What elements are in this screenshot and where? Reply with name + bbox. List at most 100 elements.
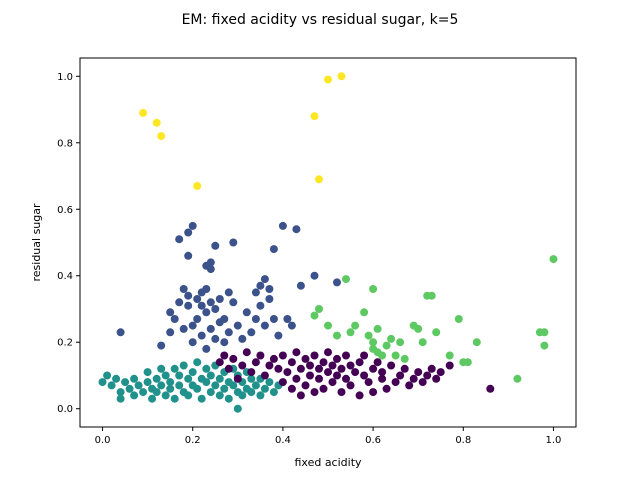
data-point <box>269 354 278 363</box>
data-point <box>233 321 242 330</box>
data-point <box>369 388 378 397</box>
data-point <box>274 364 283 373</box>
data-point <box>220 315 229 323</box>
data-point <box>202 378 211 387</box>
data-point <box>346 361 355 370</box>
data-point <box>432 328 441 337</box>
data-point <box>310 351 319 360</box>
data-point <box>233 404 242 413</box>
y-tick-label: 0.2 <box>57 338 73 349</box>
data-point <box>373 358 382 367</box>
data-point <box>152 118 161 127</box>
data-point <box>355 358 364 367</box>
data-point <box>238 391 247 400</box>
ticks-layer: 0.0 0.2 0.4 0.6 0.8 1.0 0.0 0.2 0.4 0.6 0.8 1.0 <box>57 72 561 446</box>
data-point <box>549 255 558 264</box>
data-point <box>324 348 332 357</box>
data-point <box>206 265 215 274</box>
data-point <box>369 285 378 293</box>
data-point <box>360 351 369 360</box>
data-point <box>427 364 436 373</box>
data-point <box>391 378 400 387</box>
data-point <box>274 331 283 340</box>
data-point <box>152 388 161 397</box>
data-point <box>378 374 387 383</box>
data-point <box>260 321 269 330</box>
data-point <box>513 374 522 383</box>
data-point <box>220 384 229 393</box>
data-point <box>179 361 188 370</box>
data-point <box>364 331 373 340</box>
data-point <box>351 368 360 377</box>
data-point <box>116 388 125 397</box>
data-point <box>157 132 166 141</box>
y-tick-label: 0.6 <box>57 205 73 216</box>
data-point <box>436 368 445 377</box>
x-tick-label: 0.0 <box>95 435 111 446</box>
data-point <box>179 285 188 293</box>
data-point <box>251 315 260 323</box>
data-point <box>229 298 238 307</box>
data-point <box>229 381 238 390</box>
data-point <box>333 371 341 380</box>
data-point <box>247 328 256 337</box>
data-point <box>116 394 125 403</box>
data-point <box>197 331 206 340</box>
data-point <box>152 374 161 383</box>
data-point <box>283 315 292 323</box>
data-point <box>215 391 224 400</box>
data-point <box>260 371 269 380</box>
data-point <box>175 381 184 390</box>
data-point <box>193 384 202 393</box>
data-point <box>319 358 328 367</box>
y-axis-label: residual sugar <box>30 203 43 282</box>
data-point <box>346 381 355 390</box>
data-point <box>157 341 166 350</box>
y-tick-label: 0.8 <box>57 138 73 149</box>
data-point <box>184 374 193 383</box>
data-point <box>98 378 107 387</box>
data-point <box>265 285 274 293</box>
data-point <box>260 384 269 393</box>
data-point <box>296 391 305 400</box>
data-point <box>445 351 454 360</box>
data-point <box>265 295 274 303</box>
data-point <box>328 378 337 387</box>
data-point <box>211 334 220 343</box>
data-point <box>188 338 197 347</box>
x-tick-label: 0.8 <box>455 435 471 446</box>
data-point <box>170 364 179 373</box>
data-point <box>472 338 481 347</box>
x-tick-label: 0.2 <box>185 435 201 446</box>
data-point <box>215 358 224 367</box>
data-point <box>400 364 409 373</box>
data-point <box>256 351 265 360</box>
data-point <box>378 351 387 360</box>
data-point <box>251 358 260 367</box>
data-point <box>454 315 463 323</box>
data-point <box>342 374 350 383</box>
data-point <box>103 371 112 380</box>
data-point <box>184 301 193 310</box>
data-point <box>387 334 396 343</box>
chart-title: EM: fixed acidity vs residual sugar, k=5 <box>182 12 459 28</box>
data-point <box>166 384 175 393</box>
data-point <box>188 321 197 330</box>
data-point <box>247 368 256 377</box>
data-point <box>301 381 310 390</box>
data-point <box>184 391 193 400</box>
data-point <box>202 285 211 293</box>
data-point <box>296 281 305 290</box>
data-point <box>139 388 148 397</box>
plot-frame <box>79 57 577 428</box>
data-point <box>256 301 265 310</box>
data-point <box>179 324 188 333</box>
data-point <box>445 361 454 370</box>
data-point <box>161 391 170 400</box>
data-point <box>278 378 287 387</box>
data-point <box>184 291 193 300</box>
data-point <box>315 364 323 373</box>
data-point <box>324 321 332 330</box>
data-point <box>193 315 202 323</box>
